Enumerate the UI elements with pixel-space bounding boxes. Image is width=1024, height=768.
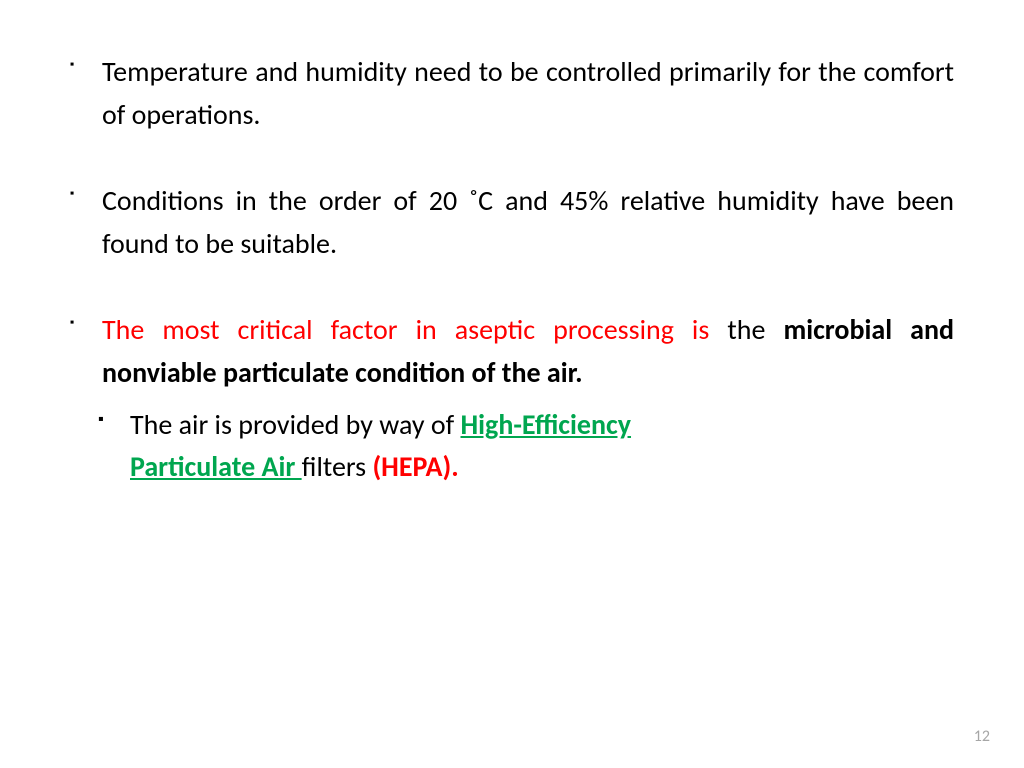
bullet-text: Temperature and humidity need to be cont… — [102, 54, 954, 132]
hepa-abbrev: (HEPA). — [372, 449, 458, 484]
bullet-conditions: Conditions in the order of 20 ˚C and 45%… — [70, 179, 954, 266]
main-bullet-list: Temperature and humidity need to be cont… — [70, 50, 954, 394]
sub-after-link: filters — [302, 449, 373, 484]
sub-prefix: The air is provided by way of — [130, 407, 461, 442]
red-text: The most critical factor in aseptic proc… — [102, 312, 727, 347]
bullet-text: Conditions in the order of 20 ˚C and 45%… — [102, 183, 954, 261]
page-number: 12 — [974, 727, 990, 746]
hepa-link-line2[interactable]: Particulate Air — [130, 449, 302, 484]
bullet-critical-factor: The most critical factor in aseptic proc… — [70, 308, 954, 395]
slide: Temperature and humidity need to be cont… — [0, 0, 1024, 768]
black-text: the — [727, 312, 783, 347]
bullet-temperature: Temperature and humidity need to be cont… — [70, 50, 954, 137]
sub-bullet-hepa: The air is provided by way of High-Effic… — [70, 404, 954, 488]
hepa-link-line1[interactable]: High-Efficiency — [461, 407, 632, 442]
sub-bullet-list: The air is provided by way of High-Effic… — [70, 404, 954, 488]
